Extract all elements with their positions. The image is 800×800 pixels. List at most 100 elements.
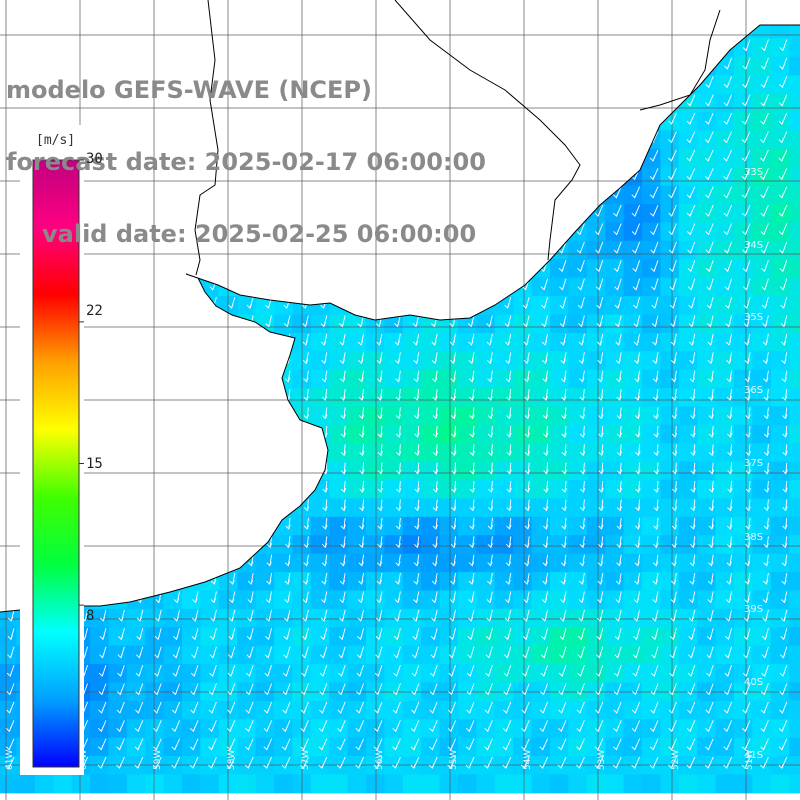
wind-arrow: [743, 609, 751, 622]
wind-speed-cell: [255, 608, 275, 628]
wind-speed-cell: [623, 719, 643, 739]
lon-label: 55W: [449, 750, 459, 770]
wind-arrow: [99, 628, 107, 641]
wind-speed-cell: [439, 461, 459, 481]
wind-speed-cell: [734, 719, 753, 739]
wind-speed-cell: [513, 443, 533, 463]
wind-arrow: [671, 499, 678, 512]
wind-arrow: [359, 517, 365, 530]
wind-speed-cell: [163, 590, 183, 610]
wind-speed-cell: [513, 351, 533, 371]
wind-arrow: [781, 389, 788, 401]
wind-arrow: [632, 260, 641, 273]
wind-arrow: [723, 701, 733, 714]
wind-arrow: [6, 720, 15, 733]
wind-arrow: [614, 646, 622, 659]
wind-arrow: [543, 517, 549, 530]
wind-speed-cell: [789, 590, 800, 610]
wind-arrow: [760, 223, 769, 236]
wind-arrow: [726, 407, 733, 420]
wind-arrow: [633, 609, 641, 622]
wind-arrow: [171, 756, 181, 769]
wind-speed-cell: [384, 443, 404, 463]
wind-speed-cell: [550, 332, 569, 352]
wind-arrow: [540, 646, 549, 659]
wind-speed-cell: [715, 719, 735, 739]
wind-arrow: [723, 168, 733, 181]
wind-speed-cell: [494, 388, 514, 407]
wind-arrow: [650, 683, 659, 696]
wind-speed-cell: [0, 664, 17, 683]
wind-arrow: [414, 444, 420, 457]
wind-speed-cell: [697, 443, 717, 463]
wind-arrow: [764, 481, 770, 493]
wind-speed-cell: [734, 388, 753, 407]
wind-arrow: [190, 720, 199, 733]
wind-arrow: [303, 499, 310, 512]
wind-arrow: [778, 186, 788, 199]
wind-arrow: [653, 389, 659, 401]
wind-speed-cell: [513, 388, 533, 407]
wind-speed-cell: [550, 535, 569, 555]
wind-speed-cell: [384, 351, 404, 371]
wind-speed-cell: [605, 608, 625, 628]
wind-arrow: [154, 628, 162, 641]
wind-arrow: [634, 536, 641, 549]
wind-arrow: [135, 683, 144, 696]
wind-speed-cell: [789, 737, 800, 757]
wind-arrow: [781, 370, 788, 383]
wind-arrow: [468, 591, 475, 604]
wind-arrow: [742, 57, 751, 70]
wind-arrow: [468, 370, 475, 383]
wind-arrow: [303, 370, 309, 383]
wind-arrow: [506, 462, 512, 475]
wind-speed-cell: [531, 351, 551, 371]
wind-speed-cell: [789, 185, 800, 205]
wind-speed-cell: [586, 296, 606, 315]
wind-arrow: [705, 94, 714, 107]
wind-speed-cell: [623, 608, 643, 628]
wind-speed-cell: [586, 424, 606, 444]
wind-speed-cell: [384, 388, 404, 407]
wind-arrow: [320, 646, 328, 659]
wind-speed-cell: [34, 774, 54, 794]
wind-arrow: [357, 609, 365, 622]
wind-arrow: [543, 444, 549, 457]
wind-speed-cell: [255, 719, 275, 739]
wind-arrow: [653, 481, 659, 493]
wind-speed-cell: [789, 406, 800, 426]
wind-arrow: [484, 756, 493, 769]
wind-speed-cell: [329, 424, 349, 444]
wind-speed-cell: [402, 498, 422, 518]
wind-speed-cell: [568, 332, 588, 352]
wind-arrow: [503, 683, 512, 696]
wind-arrow: [707, 315, 714, 328]
wind-arrow: [613, 186, 622, 199]
wind-speed-cell: [660, 535, 680, 555]
wind-arrow: [395, 573, 401, 585]
wind-speed-cell: [734, 590, 753, 610]
wind-speed-cell: [347, 774, 367, 794]
wind-arrow: [393, 664, 401, 677]
wind-arrow: [524, 536, 530, 549]
wind-arrow: [429, 720, 438, 733]
wind-speed-cell: [678, 424, 698, 444]
wind-arrow: [266, 536, 273, 549]
wind-arrow: [649, 186, 659, 199]
wind-arrow: [559, 628, 567, 641]
colorbar: [20, 125, 84, 775]
wind-arrow: [356, 683, 365, 696]
wind-arrow: [760, 112, 769, 125]
wind-arrow: [411, 664, 420, 677]
wind-arrow: [726, 370, 733, 383]
wind-arrow: [543, 481, 549, 493]
wind-speed-cell: [752, 388, 772, 407]
wind-speed-cell: [678, 443, 698, 463]
wind-arrow: [377, 481, 383, 493]
colorbar-tick-22: 22: [86, 303, 103, 319]
wind-speed-cell: [715, 167, 735, 187]
wind-arrow: [782, 444, 788, 457]
wind-arrow: [469, 407, 475, 420]
wind-arrow: [671, 573, 677, 585]
wind-speed-cell: [550, 443, 569, 463]
